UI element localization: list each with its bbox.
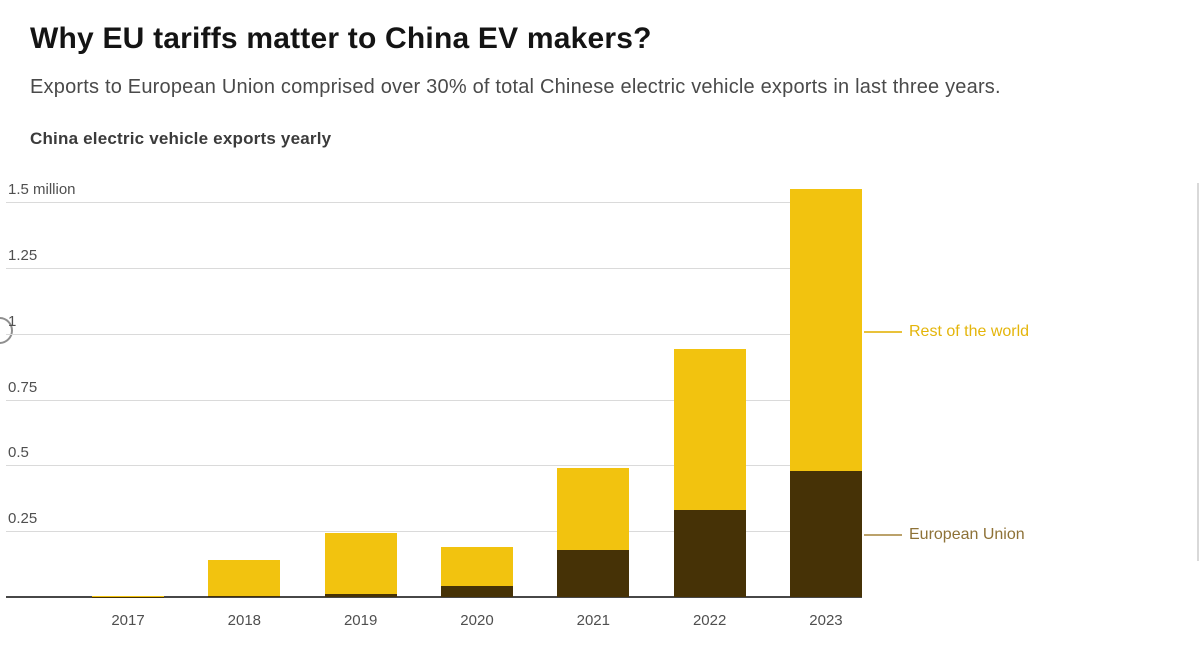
bar-segment-rest-of-world-2018: [208, 560, 281, 596]
bar-segment-european-union-2021: [557, 549, 630, 597]
y-axis-label: 1: [8, 312, 17, 330]
bar-segment-rest-of-world-2021: [557, 467, 630, 550]
x-axis-label-2020: 2020: [460, 612, 494, 629]
x-axis-label-2023: 2023: [809, 612, 843, 629]
bar-2019: [324, 533, 397, 597]
ev-exports-stacked-bar-chart: 0.25 0.5 0.75 1 1.25 1.5 million 2017 2018 2019…: [0, 170, 1200, 660]
page-title: Why EU tariffs matter to China EV makers…: [30, 22, 652, 55]
annotation-connector-line-rest-of-world: [864, 331, 902, 333]
bar-segment-european-union-2022: [673, 510, 746, 597]
gridline-0.75: [6, 399, 862, 401]
x-axis-label-2018: 2018: [227, 612, 262, 629]
x-axis-label-2017: 2017: [111, 612, 145, 629]
y-axis-label: 1.5 million: [8, 181, 76, 199]
bar-segment-european-union-2020: [440, 586, 513, 597]
gridline-1.5-million: [6, 202, 862, 204]
x-axis-baseline: [6, 596, 862, 598]
bar-segment-european-union-2019: [324, 593, 397, 597]
annotation-connector-line-european-union: [864, 534, 902, 536]
bar-2022: [673, 349, 746, 597]
x-axis-label-2022: 2022: [692, 612, 727, 629]
bar-2023: [789, 188, 862, 597]
chart-title: China electric vehicle exports yearly: [30, 129, 332, 148]
annotation-label-european-union: European Union: [909, 526, 1025, 543]
bar-segment-rest-of-world-2017: [92, 595, 164, 597]
bar-2017: [92, 595, 164, 597]
y-axis-label: 0.5: [8, 444, 29, 462]
y-axis-label: 0.25: [8, 510, 38, 528]
bar-segment-european-union-2023: [789, 470, 862, 597]
bar-2021: [557, 467, 630, 597]
annotation-rest-of-world: Rest of the world: [864, 323, 1029, 341]
bar-segment-european-union-2018: [208, 595, 281, 597]
x-axis-label-2021: 2021: [576, 612, 610, 629]
y-axis-label: 0.75: [8, 378, 38, 396]
bar-2018: [208, 560, 281, 597]
annotation-label-rest-of-world: Rest of the world: [909, 323, 1030, 340]
x-axis-label-2019: 2019: [343, 612, 378, 629]
gridline-0.25: [6, 531, 862, 533]
bar-segment-rest-of-world-2020: [440, 546, 513, 587]
bar-segment-rest-of-world-2023: [789, 188, 862, 471]
bar-segment-rest-of-world-2019: [324, 533, 397, 594]
annotation-european-union: European Union: [864, 526, 1025, 544]
gridline-0.5: [6, 465, 862, 467]
bar-2020: [440, 546, 513, 597]
page-subtitle: Exports to European Union comprised over…: [30, 76, 1001, 98]
y-axis-label: 1.25: [8, 246, 38, 264]
gridline-1.25: [6, 267, 862, 269]
right-edge-line: [1197, 183, 1199, 561]
gridline-1: [6, 333, 862, 335]
bar-segment-rest-of-world-2022: [673, 349, 746, 511]
